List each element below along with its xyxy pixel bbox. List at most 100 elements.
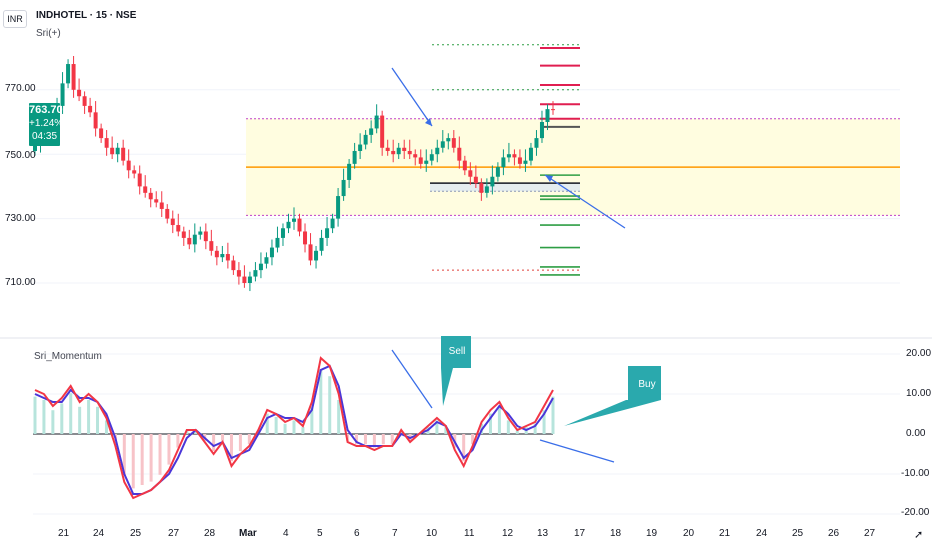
- candle-body: [154, 199, 159, 203]
- candle-body: [264, 257, 269, 264]
- oscillator-tick: 0.00: [906, 428, 926, 439]
- candle-body: [247, 276, 252, 283]
- candle-body: [374, 115, 379, 129]
- sell-callout: [441, 336, 471, 406]
- candle-body: [325, 228, 330, 238]
- candle-body: [33, 144, 37, 151]
- candle-body: [341, 179, 346, 197]
- time-tick: 24: [756, 528, 768, 539]
- candle-body: [429, 154, 434, 161]
- time-tick: 21: [719, 528, 731, 539]
- time-tick: 28: [204, 528, 216, 539]
- candle-body: [336, 196, 341, 219]
- oscillator-tick: 20.00: [906, 348, 932, 359]
- candle-body: [220, 254, 225, 258]
- candle-body: [506, 154, 511, 158]
- candle-body: [473, 176, 478, 184]
- time-tick: 19: [646, 528, 658, 539]
- candle-body: [484, 186, 489, 193]
- candle-body: [347, 163, 352, 180]
- candle-body: [110, 147, 115, 155]
- candle-body: [413, 154, 418, 158]
- currency-button[interactable]: INR: [3, 10, 27, 28]
- candle-body: [60, 83, 65, 106]
- price-change: +1.24%: [29, 118, 64, 129]
- price-tick: 770.00: [5, 83, 36, 94]
- value-box: [430, 183, 580, 192]
- buy-label: Buy: [638, 379, 655, 390]
- candle-body: [512, 154, 517, 158]
- buy-callout: [564, 366, 661, 426]
- candle-body: [269, 247, 274, 258]
- oscillator-tick: -20.00: [901, 507, 930, 518]
- candle-body: [115, 147, 120, 155]
- candle-body: [165, 208, 170, 219]
- candle-body: [451, 138, 456, 148]
- price-tick: 710.00: [5, 277, 36, 288]
- candle-body: [352, 150, 357, 164]
- candle-body: [297, 218, 302, 232]
- candle-body: [99, 128, 104, 139]
- candle-body: [363, 134, 368, 145]
- time-tick: 17: [574, 528, 586, 539]
- time-tick: 5: [317, 528, 323, 539]
- candle-body: [176, 225, 181, 232]
- last-price-badge: 763.70 +1.24% 04:35: [29, 103, 64, 146]
- candle-body: [242, 276, 247, 283]
- candle-body: [286, 221, 291, 229]
- time-tick: 12: [502, 528, 514, 539]
- candle-body: [539, 122, 544, 139]
- candle-body: [93, 112, 98, 129]
- indicator-label[interactable]: Sri(+): [36, 28, 61, 39]
- candle-body: [319, 237, 324, 251]
- candle-body: [104, 138, 109, 148]
- price-tick: 730.00: [5, 213, 36, 224]
- candle-body: [446, 138, 451, 142]
- price-tick: 750.00: [5, 150, 36, 161]
- annotation-arrow: [544, 174, 626, 229]
- time-tick: 24: [93, 528, 105, 539]
- candle-body: [551, 109, 555, 111]
- candle-body: [121, 147, 126, 161]
- time-tick: 26: [828, 528, 840, 539]
- candle-body: [457, 147, 462, 161]
- oscillator-tick: -10.00: [901, 468, 930, 479]
- candle-body: [198, 231, 203, 235]
- time-tick: 13: [537, 528, 549, 539]
- candle-body: [137, 173, 142, 187]
- candle-body: [132, 170, 137, 174]
- candle-body: [88, 105, 93, 113]
- candle-body: [82, 96, 87, 106]
- candle-body: [253, 270, 258, 277]
- symbol-title[interactable]: INDHOTEL · 15 · NSE: [36, 10, 137, 21]
- candle-body: [275, 237, 280, 248]
- candle-body: [236, 270, 241, 277]
- candle-body: [440, 141, 445, 148]
- candle-body: [214, 250, 219, 258]
- candle-body: [71, 64, 76, 90]
- oscillator-label[interactable]: Sri_Momentum: [34, 351, 102, 362]
- candle-body: [258, 263, 263, 271]
- time-tick: 10: [426, 528, 438, 539]
- time-tick: 27: [864, 528, 876, 539]
- candle-body: [308, 244, 313, 261]
- candle-body: [187, 237, 192, 245]
- oscillator-tick: 10.00: [906, 388, 932, 399]
- bar-countdown: 04:35: [31, 131, 58, 142]
- candle-body: [181, 231, 186, 238]
- time-tick: 25: [130, 528, 142, 539]
- candle-body: [126, 160, 131, 171]
- last-price: 763.70: [29, 104, 63, 116]
- tradingview-logo-icon[interactable]: ➚: [914, 529, 924, 541]
- candle-body: [517, 157, 522, 164]
- annotation-arrow: [391, 349, 433, 409]
- candle-body: [468, 170, 473, 177]
- candle-body: [545, 109, 550, 122]
- momentum-line: [34, 356, 554, 500]
- arrow-head: [545, 175, 553, 182]
- candle-body: [495, 167, 500, 177]
- candle-body: [303, 231, 308, 245]
- candle-body: [501, 157, 506, 168]
